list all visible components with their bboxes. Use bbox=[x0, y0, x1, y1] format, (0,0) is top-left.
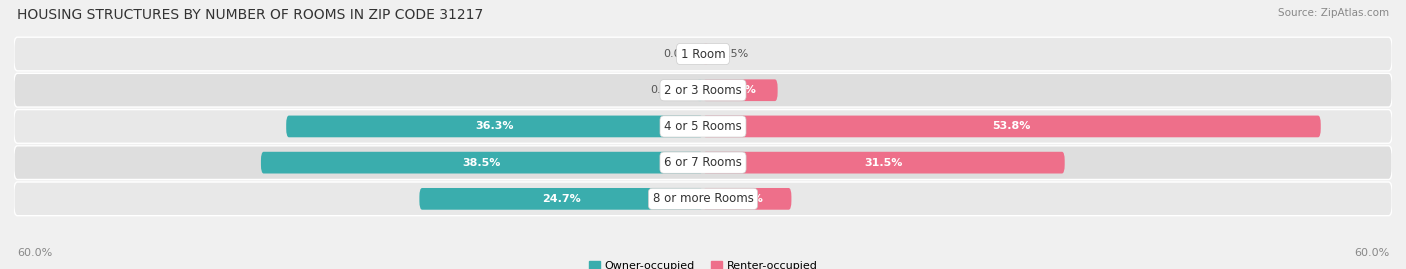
FancyBboxPatch shape bbox=[703, 43, 709, 65]
Text: 2 or 3 Rooms: 2 or 3 Rooms bbox=[664, 84, 742, 97]
Text: 0.54%: 0.54% bbox=[650, 85, 685, 95]
FancyBboxPatch shape bbox=[14, 37, 1392, 71]
Text: 36.3%: 36.3% bbox=[475, 121, 513, 132]
FancyBboxPatch shape bbox=[287, 116, 703, 137]
FancyBboxPatch shape bbox=[14, 109, 1392, 143]
Text: 4 or 5 Rooms: 4 or 5 Rooms bbox=[664, 120, 742, 133]
FancyBboxPatch shape bbox=[419, 188, 703, 210]
Text: 31.5%: 31.5% bbox=[865, 158, 903, 168]
Text: 24.7%: 24.7% bbox=[541, 194, 581, 204]
FancyBboxPatch shape bbox=[703, 152, 1064, 174]
Text: Source: ZipAtlas.com: Source: ZipAtlas.com bbox=[1278, 8, 1389, 18]
Text: 0.5%: 0.5% bbox=[720, 49, 748, 59]
Text: 1 Room: 1 Room bbox=[681, 48, 725, 61]
Text: 6 or 7 Rooms: 6 or 7 Rooms bbox=[664, 156, 742, 169]
FancyBboxPatch shape bbox=[697, 79, 703, 101]
FancyBboxPatch shape bbox=[703, 116, 1320, 137]
Text: 38.5%: 38.5% bbox=[463, 158, 501, 168]
Text: 60.0%: 60.0% bbox=[17, 248, 52, 258]
FancyBboxPatch shape bbox=[703, 79, 778, 101]
Text: 0.0%: 0.0% bbox=[664, 49, 692, 59]
FancyBboxPatch shape bbox=[14, 73, 1392, 107]
FancyBboxPatch shape bbox=[14, 146, 1392, 179]
Legend: Owner-occupied, Renter-occupied: Owner-occupied, Renter-occupied bbox=[583, 256, 823, 269]
Text: HOUSING STRUCTURES BY NUMBER OF ROOMS IN ZIP CODE 31217: HOUSING STRUCTURES BY NUMBER OF ROOMS IN… bbox=[17, 8, 484, 22]
FancyBboxPatch shape bbox=[14, 182, 1392, 216]
Text: 53.8%: 53.8% bbox=[993, 121, 1031, 132]
FancyBboxPatch shape bbox=[262, 152, 703, 174]
Text: 8 or more Rooms: 8 or more Rooms bbox=[652, 192, 754, 205]
Text: 6.5%: 6.5% bbox=[725, 85, 756, 95]
Text: 7.7%: 7.7% bbox=[731, 194, 762, 204]
FancyBboxPatch shape bbox=[703, 188, 792, 210]
Text: 60.0%: 60.0% bbox=[1354, 248, 1389, 258]
